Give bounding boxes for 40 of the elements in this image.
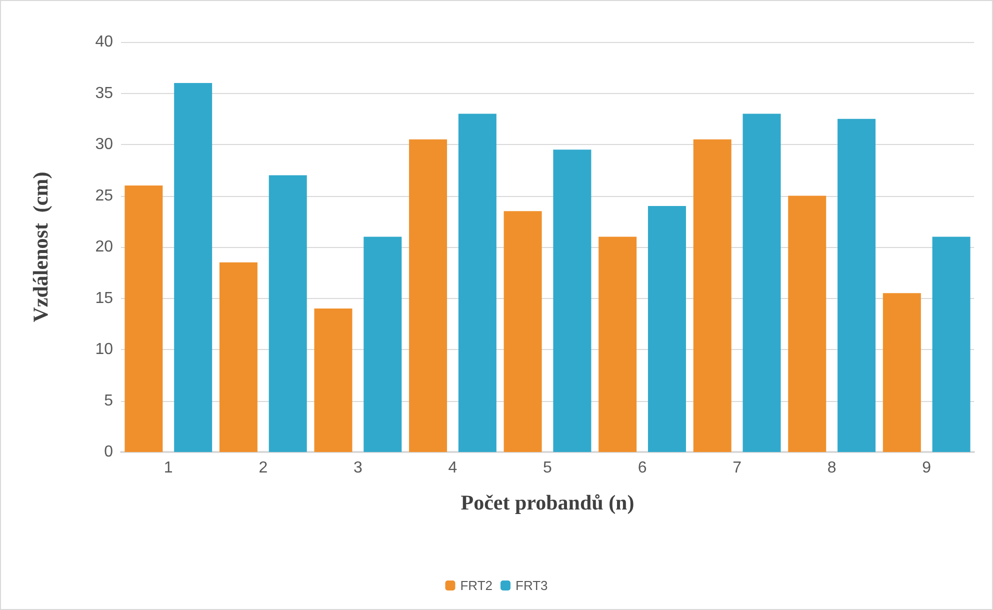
bar: [788, 196, 826, 452]
y-axis-title: Vzdálenost (cm): [28, 172, 52, 322]
bar: [458, 114, 496, 452]
y-tick-label: 15: [95, 290, 114, 307]
x-tick-label: 2: [258, 460, 268, 476]
bar: [598, 236, 637, 452]
x-tick-label: 5: [543, 460, 552, 476]
x-tick-label: 6: [638, 460, 647, 476]
bar: [219, 262, 258, 452]
y-tick-label: 25: [95, 187, 114, 204]
x-tick-label: 9: [922, 460, 932, 476]
bar: [742, 114, 781, 452]
bar: [409, 139, 448, 452]
y-tick-label: 10: [95, 341, 114, 358]
bar: [838, 118, 876, 452]
y-tick-label: 35: [95, 84, 114, 102]
bar: [932, 236, 970, 452]
y-tick-label: 0: [104, 444, 114, 460]
legend-label: FRT2: [460, 578, 492, 593]
bar: [364, 236, 402, 452]
x-tick-label: 7: [732, 460, 742, 476]
bar: [174, 83, 212, 452]
x-tick-label: 3: [353, 460, 362, 476]
legend-label: FRT3: [516, 578, 548, 593]
bar: [693, 139, 732, 452]
bar: [124, 186, 163, 452]
bar: [553, 150, 592, 452]
bar: [882, 293, 921, 452]
bar: [648, 206, 686, 452]
bar: [314, 308, 352, 452]
x-tick-label: 4: [448, 460, 458, 476]
y-tick-label: 30: [95, 136, 114, 153]
x-tick-label: 1: [164, 460, 173, 476]
bar: [504, 211, 542, 452]
y-tick-label: 20: [95, 238, 114, 256]
x-axis-title: Počet probandů (n): [460, 490, 634, 514]
bar: [268, 175, 307, 452]
x-tick-label: 8: [827, 460, 836, 476]
y-tick-label: 40: [95, 34, 114, 50]
y-tick-label: 5: [104, 392, 114, 410]
